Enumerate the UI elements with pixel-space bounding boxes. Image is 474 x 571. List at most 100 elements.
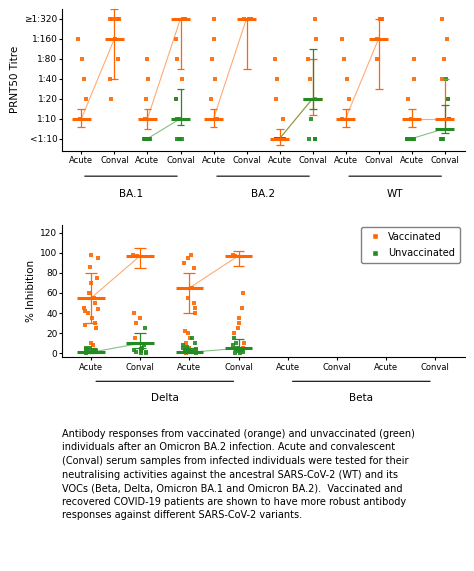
Point bbox=[130, 250, 137, 259]
Point bbox=[114, 54, 122, 63]
Point bbox=[141, 341, 148, 350]
Point bbox=[409, 134, 417, 143]
Point bbox=[440, 54, 447, 63]
Point bbox=[246, 14, 254, 23]
Point bbox=[133, 319, 140, 328]
Point bbox=[114, 14, 121, 23]
Point bbox=[408, 114, 415, 123]
Point bbox=[146, 134, 154, 143]
Point bbox=[84, 308, 92, 317]
Point bbox=[208, 94, 215, 103]
Point bbox=[437, 134, 445, 143]
Point bbox=[213, 114, 221, 123]
Point bbox=[311, 14, 319, 23]
Point bbox=[191, 308, 199, 317]
Point bbox=[136, 313, 144, 323]
Point bbox=[86, 262, 93, 271]
Point bbox=[305, 134, 312, 143]
Point bbox=[131, 308, 138, 317]
Point bbox=[173, 94, 180, 103]
Point bbox=[239, 344, 247, 353]
Point bbox=[179, 344, 186, 353]
Point bbox=[91, 293, 98, 303]
Point bbox=[182, 339, 190, 348]
Point bbox=[373, 34, 381, 43]
Point bbox=[81, 307, 89, 316]
Point bbox=[311, 94, 319, 103]
Point bbox=[79, 54, 86, 63]
Point bbox=[91, 319, 99, 328]
Point bbox=[137, 349, 145, 358]
Point bbox=[240, 339, 248, 348]
Point bbox=[444, 94, 451, 103]
Point bbox=[74, 34, 82, 43]
Point bbox=[188, 333, 196, 343]
Point bbox=[145, 134, 152, 143]
Point bbox=[190, 299, 198, 308]
Point bbox=[81, 320, 89, 329]
Point bbox=[181, 14, 189, 23]
Point bbox=[246, 14, 253, 23]
Text: Antibody responses from vaccinated (orange) and unvaccinated (green)
individuals: Antibody responses from vaccinated (oran… bbox=[62, 429, 414, 520]
Point bbox=[376, 14, 384, 23]
Point bbox=[275, 134, 283, 143]
Point bbox=[108, 94, 115, 103]
Point bbox=[88, 250, 95, 259]
Point bbox=[236, 349, 244, 358]
Point bbox=[91, 347, 99, 356]
Point bbox=[173, 34, 180, 43]
Point bbox=[111, 34, 119, 43]
Point bbox=[144, 74, 152, 83]
Point bbox=[338, 114, 346, 123]
Point bbox=[210, 14, 218, 23]
Point bbox=[90, 341, 97, 350]
Point bbox=[239, 348, 247, 357]
Point bbox=[404, 94, 412, 103]
Point bbox=[142, 134, 149, 143]
Point bbox=[94, 253, 101, 262]
Point bbox=[231, 251, 238, 260]
Point bbox=[234, 324, 242, 333]
Point bbox=[233, 344, 240, 353]
Point bbox=[94, 304, 101, 313]
Text: BA.2: BA.2 bbox=[251, 189, 275, 199]
Point bbox=[236, 319, 243, 328]
Point bbox=[445, 114, 453, 123]
Point bbox=[231, 349, 239, 358]
Point bbox=[210, 34, 218, 43]
Point bbox=[247, 14, 255, 23]
Point bbox=[177, 114, 184, 123]
Point bbox=[234, 347, 242, 356]
Point bbox=[132, 348, 139, 357]
Point bbox=[89, 346, 97, 355]
Point bbox=[142, 94, 149, 103]
Point bbox=[378, 14, 386, 23]
Point bbox=[439, 134, 447, 143]
Y-axis label: PRNT50 Titre: PRNT50 Titre bbox=[10, 46, 20, 113]
Point bbox=[229, 250, 237, 259]
Point bbox=[178, 134, 186, 143]
Point bbox=[279, 134, 286, 143]
Point bbox=[141, 324, 149, 333]
Point bbox=[187, 348, 195, 357]
Point bbox=[311, 134, 319, 143]
Point bbox=[181, 14, 189, 23]
Point bbox=[273, 74, 281, 83]
Point bbox=[191, 263, 198, 272]
Point bbox=[141, 114, 148, 123]
Point bbox=[141, 134, 148, 143]
Point bbox=[409, 134, 416, 143]
Point bbox=[142, 134, 149, 143]
Point bbox=[183, 343, 191, 352]
Point bbox=[145, 134, 152, 143]
Legend: Vaccinated, Unvaccinated: Vaccinated, Unvaccinated bbox=[361, 227, 460, 263]
Point bbox=[188, 250, 195, 259]
Point bbox=[93, 274, 101, 283]
Point bbox=[272, 54, 279, 63]
Point bbox=[184, 329, 191, 338]
Point bbox=[277, 134, 284, 143]
Point bbox=[133, 251, 140, 260]
Point bbox=[340, 54, 348, 63]
Point bbox=[82, 94, 90, 103]
Point bbox=[438, 134, 446, 143]
